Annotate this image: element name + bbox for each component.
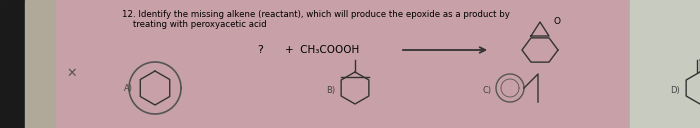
- Text: treating with peroxyacetic acid: treating with peroxyacetic acid: [122, 20, 267, 29]
- Text: ?: ?: [257, 45, 263, 55]
- Text: B): B): [326, 86, 335, 94]
- Text: O: O: [553, 18, 560, 26]
- Bar: [630, 0, 700, 128]
- Text: D): D): [671, 86, 680, 94]
- Text: C): C): [483, 86, 492, 94]
- Text: ✕: ✕: [66, 67, 77, 79]
- Text: A): A): [124, 84, 133, 93]
- Text: 12. Identify the missing alkene (reactant), which will produce the epoxide as a : 12. Identify the missing alkene (reactan…: [122, 10, 510, 19]
- Bar: [25, 0, 55, 128]
- Text: +  CH₃COOOH: + CH₃COOOH: [285, 45, 359, 55]
- Bar: [0, 0, 25, 128]
